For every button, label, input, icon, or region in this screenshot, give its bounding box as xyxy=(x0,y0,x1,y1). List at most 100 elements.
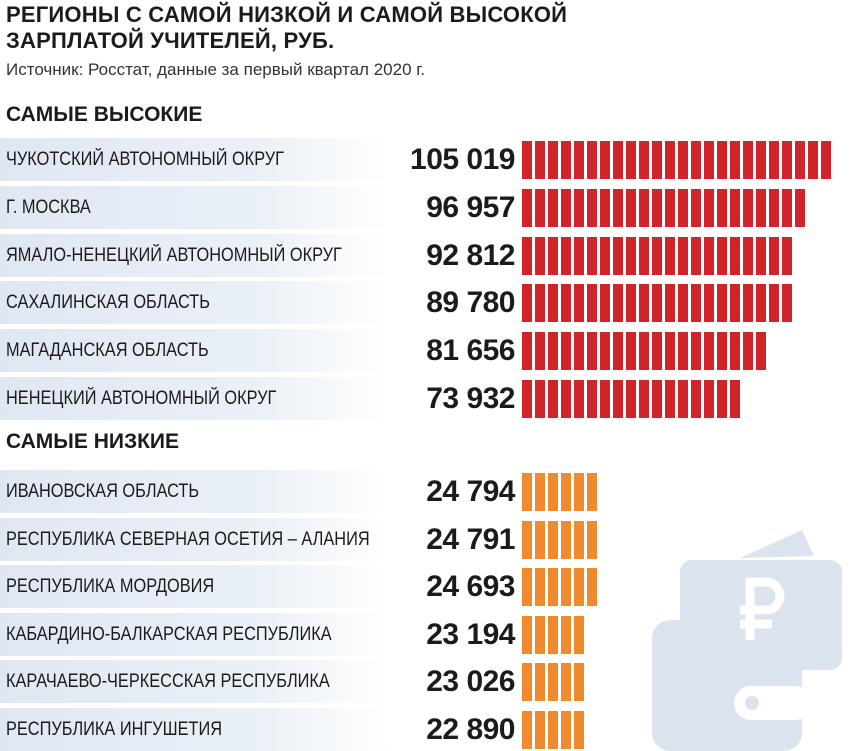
bar-segment xyxy=(535,473,545,511)
bar-segment xyxy=(548,520,558,559)
salary-bar xyxy=(522,568,600,606)
region-label: Ямало-Ненецкий автономный округ xyxy=(6,244,342,266)
region-label: Республика Северная Осетия – Алания xyxy=(6,528,370,550)
bar-segment xyxy=(678,141,688,179)
bar-segment xyxy=(678,332,688,371)
salary-value-label: 24 794 xyxy=(426,475,515,508)
bar-segment xyxy=(756,332,766,371)
bar-segment xyxy=(613,332,623,371)
bar-segment xyxy=(665,380,675,418)
bar-segment xyxy=(782,284,792,323)
bar-segment xyxy=(587,236,597,275)
bar-segment xyxy=(574,473,584,511)
bar-segment xyxy=(613,141,623,179)
bar-segment xyxy=(574,380,584,418)
bar-segment xyxy=(587,473,597,511)
bar-segment xyxy=(704,188,714,227)
bar-segment xyxy=(782,236,792,275)
salary-bar xyxy=(522,710,587,749)
wallet-button xyxy=(745,696,759,710)
region-label: Ненецкий автономный округ xyxy=(6,388,277,409)
bar-segment xyxy=(678,284,688,323)
bar-segment xyxy=(652,141,662,179)
bar-segment xyxy=(613,284,623,323)
bar-segment xyxy=(782,141,792,179)
bar-segment xyxy=(821,141,831,179)
bar-segment xyxy=(613,236,623,275)
bar-segment xyxy=(769,141,779,179)
bar-segment xyxy=(717,188,727,227)
bar-segment xyxy=(756,141,766,179)
bar-segment xyxy=(548,710,558,749)
chart-title: Регионы с самой низкой и самой высокой з… xyxy=(6,2,568,53)
bar-segment xyxy=(600,141,610,179)
bar-segment xyxy=(652,332,662,371)
bar-segment xyxy=(600,332,610,371)
wallet-clasp xyxy=(734,686,812,720)
row-label-background xyxy=(0,329,390,373)
bar-segment xyxy=(691,188,701,227)
bar-segment xyxy=(652,188,662,227)
row-label-background xyxy=(0,233,390,277)
row-label-background xyxy=(0,517,390,561)
bar-segment xyxy=(561,380,571,418)
region-label: Республика Мордовия xyxy=(6,576,215,597)
bar-segment xyxy=(522,663,532,701)
salary-bar xyxy=(522,236,795,275)
salary-bar xyxy=(522,141,834,179)
bar-segment xyxy=(548,473,558,511)
row-label-background xyxy=(0,660,390,703)
bar-segment xyxy=(730,380,740,418)
salary-bar xyxy=(522,380,743,418)
bar-segment xyxy=(704,236,714,275)
bar-segment xyxy=(691,236,701,275)
bar-segment xyxy=(665,332,675,371)
bar-segment xyxy=(639,188,649,227)
bar-segment xyxy=(535,520,545,559)
bar-segment xyxy=(574,141,584,179)
low-salary-row: Республика Мордовия 24 693 xyxy=(0,565,850,608)
bar-segment xyxy=(548,236,558,275)
bar-segment xyxy=(639,141,649,179)
high-salary-row: Сахалинская область 89 780 xyxy=(0,281,850,325)
bar-segment xyxy=(652,284,662,323)
bar-segment xyxy=(639,284,649,323)
bar-segment xyxy=(626,332,636,371)
salary-value-label: 96 957 xyxy=(426,190,515,224)
region-label: Карачаево-Черкесская Республика xyxy=(6,671,330,692)
low-salary-row: Кабардино-Балкарская Республика 23 194 xyxy=(0,612,850,656)
bar-segment xyxy=(522,284,532,323)
bar-segment xyxy=(600,188,610,227)
bar-segment xyxy=(626,380,636,418)
row-label-background xyxy=(0,612,390,656)
source-note: Источник: Росстат, данные за первый квар… xyxy=(6,60,426,79)
bar-segment xyxy=(756,236,766,275)
ruble-icon xyxy=(740,577,785,640)
high-salary-row: Ямало-Ненецкий автономный округ 92 812 xyxy=(0,233,850,277)
bar-segment xyxy=(522,380,532,418)
bar-segment xyxy=(691,141,701,179)
bar-segment xyxy=(704,380,714,418)
bar-segment xyxy=(561,236,571,275)
bar-segment xyxy=(665,284,675,323)
bar-segment xyxy=(717,236,727,275)
bar-segment xyxy=(704,332,714,371)
bar-segment xyxy=(600,284,610,323)
bar-segment xyxy=(587,141,597,179)
bar-segment xyxy=(678,380,688,418)
bar-segment xyxy=(743,332,753,371)
bar-segment xyxy=(574,188,584,227)
bar-segment xyxy=(574,332,584,371)
low-salary-row: Республика Северная Осетия – Алания 24 79… xyxy=(0,517,850,561)
bar-segment xyxy=(782,188,792,227)
bar-segment xyxy=(704,284,714,323)
bar-segment xyxy=(522,236,532,275)
bar-segment xyxy=(535,663,545,701)
bar-segment xyxy=(717,380,727,418)
row-label-background xyxy=(0,565,390,608)
bar-segment xyxy=(600,380,610,418)
bar-segment xyxy=(574,615,584,654)
bar-segment xyxy=(548,141,558,179)
bar-segment xyxy=(600,236,610,275)
bar-segment xyxy=(522,568,532,606)
